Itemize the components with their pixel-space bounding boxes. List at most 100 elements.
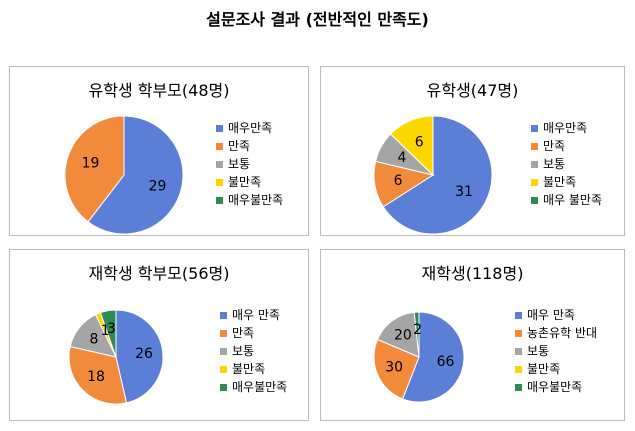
chart-panel-parents-international: 유학생 학부모(48명) 29 19 매우만족 만족 보통 불만족 매우불만족 [9, 66, 309, 236]
legend-swatch [216, 160, 223, 168]
legend-swatch [216, 142, 223, 150]
legend-label: 불만족 [228, 175, 262, 189]
pie-slice [413, 311, 420, 358]
legend-swatch [220, 365, 227, 373]
legend-item: 매우불만족 [220, 378, 287, 396]
legend-item: 보통 [531, 155, 602, 173]
pie-slice [389, 115, 434, 177]
legend-label: 불만족 [232, 362, 266, 376]
legend-label: 보통 [527, 344, 550, 358]
data-label: 3 [107, 321, 116, 337]
data-label: 19 [82, 156, 100, 172]
legend-swatch [216, 124, 223, 132]
pie-slice [68, 345, 128, 405]
data-label: 30 [385, 359, 403, 375]
legend-item: 만족 [216, 137, 283, 155]
chart-legend: 매우만족 만족 보통 불만족 매우불만족 [216, 119, 283, 209]
pie-chart: 66 30 20 2 [373, 311, 465, 403]
legend-label: 농촌유학 반대 [527, 326, 598, 340]
legend-item: 보통 [515, 342, 597, 360]
legend-label: 매우만족 [228, 121, 273, 135]
chart-legend: 매우만족 만족 보통 불만족 매우 불만족 [531, 119, 602, 209]
legend-item: 매우불만족 [216, 191, 283, 209]
legend-label: 보통 [228, 157, 251, 171]
data-label: 4 [397, 150, 406, 166]
legend-item: 불만족 [216, 173, 283, 191]
legend-item: 매우불만족 [515, 378, 597, 396]
legend-item: 보통 [216, 155, 283, 173]
legend-swatch [515, 347, 522, 355]
legend-swatch [531, 124, 538, 132]
data-label: 66 [437, 354, 455, 370]
legend-label: 불만족 [543, 175, 577, 189]
legend-item: 보통 [220, 342, 287, 360]
chart-legend: 매우 만족 만족 보통 불만족 매우불만족 [220, 306, 287, 396]
legend-swatch [220, 311, 227, 319]
legend-swatch [220, 329, 227, 337]
legend-item: 농촌유학 반대 [515, 324, 597, 342]
pie-chart: 29 19 [64, 115, 184, 235]
legend-swatch [515, 383, 522, 391]
legend-item: 매우만족 [531, 119, 602, 137]
pie-slice [87, 115, 184, 235]
legend-swatch [220, 347, 227, 355]
data-label: 26 [135, 346, 153, 362]
legend-swatch [531, 142, 538, 150]
legend-item: 만족 [531, 137, 602, 155]
chart-title: 재학생(118명) [421, 264, 524, 283]
pie-slice [99, 309, 117, 358]
data-label: 2 [413, 322, 422, 338]
data-label: 29 [149, 178, 167, 194]
pie-chart: 26 18 813 [68, 309, 164, 405]
legend-label: 매우 만족 [232, 308, 280, 322]
legend-label: 불만족 [527, 362, 561, 376]
chart-title: 유학생 학부모(48명) [88, 81, 230, 100]
legend-label: 매우불만족 [527, 380, 583, 394]
legend-item: 불만족 [531, 173, 602, 191]
data-label: 31 [455, 184, 473, 200]
legend-swatch [531, 160, 538, 168]
legend-item: 불만족 [515, 360, 597, 378]
legend-swatch [216, 178, 223, 186]
legend-item: 매우 불만족 [531, 191, 602, 209]
legend-label: 만족 [543, 139, 566, 153]
legend-swatch [531, 178, 538, 186]
legend-swatch [220, 383, 227, 391]
chart-panel-parents-enrolled: 재학생 학부모(56명) 26 18 8 1 3 매우 만족 만족 보통 불만족 매우불… [9, 249, 309, 421]
legend-label: 매우만족 [543, 121, 588, 135]
data-label: 18 [87, 369, 105, 385]
legend-swatch [515, 365, 522, 373]
chart-title: 유학생(47명) [426, 81, 519, 100]
data-label: 8 [89, 331, 98, 347]
chart-panel-international-students: 유학생(47명) 31 6 4 6 매우만족 만족 보통 불만족 매우 불만족 [320, 66, 625, 236]
chart-legend: 매우 만족 농촌유학 반대 보통 불만족 매우불만족 [515, 306, 597, 396]
data-label: 20 [394, 327, 412, 343]
data-label: 6 [415, 134, 424, 150]
legend-swatch [515, 311, 522, 319]
pie-slice [401, 311, 465, 403]
legend-item: 매우만족 [216, 119, 283, 137]
pie-slice [115, 309, 164, 404]
legend-swatch [216, 196, 223, 204]
pie-slice [64, 115, 125, 223]
data-label: 1 [101, 323, 110, 339]
legend-label: 매우 만족 [527, 308, 575, 322]
legend-label: 매우 불만족 [543, 193, 603, 207]
legend-item: 매우 만족 [220, 306, 287, 324]
legend-item: 매우 만족 [515, 306, 597, 324]
legend-item: 만족 [220, 324, 287, 342]
page-title: 설문조사 결과 (전반적인 만족도) [206, 10, 429, 29]
legend-label: 매우불만족 [232, 380, 288, 394]
legend-label: 만족 [232, 326, 255, 340]
chart-title: 재학생 학부모(56명) [88, 264, 230, 283]
legend-label: 보통 [543, 157, 566, 171]
legend-label: 매우불만족 [228, 193, 284, 207]
legend-swatch [531, 196, 538, 204]
legend-label: 보통 [232, 344, 255, 358]
pie-slice [382, 115, 493, 235]
legend-label: 만족 [228, 139, 251, 153]
legend-item: 불만족 [220, 360, 287, 378]
pie-slice [376, 311, 420, 358]
legend-swatch [515, 329, 522, 337]
